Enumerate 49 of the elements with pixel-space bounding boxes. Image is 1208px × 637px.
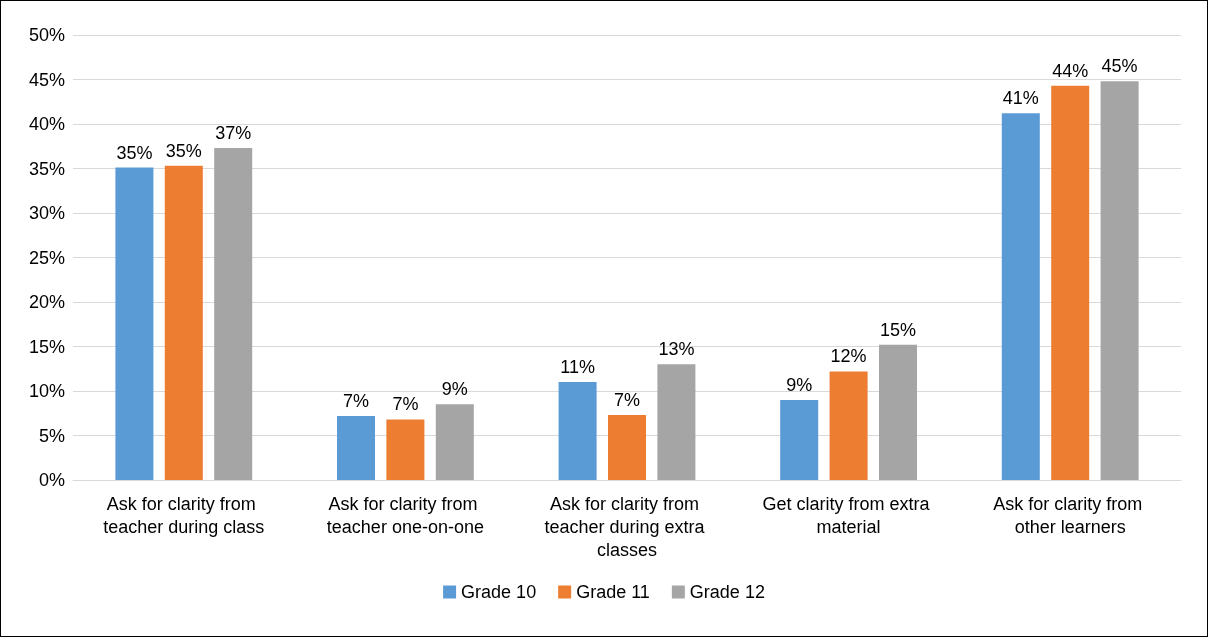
data-label: 41%	[1002, 88, 1039, 109]
bar	[1001, 113, 1040, 480]
y-tick-label: 10%	[28, 381, 65, 401]
bar	[879, 344, 917, 480]
bar	[435, 404, 474, 480]
y-tick-label: 35%	[28, 158, 65, 179]
x-tick-label: Ask for clarity from teacher one-on-one	[326, 493, 484, 537]
data-label: 7%	[392, 394, 419, 415]
bar	[337, 415, 375, 480]
data-label: 9%	[786, 374, 813, 395]
x-tick-label: Ask for clarity from teacher during extra classes	[544, 493, 710, 560]
y-tick-label: 45%	[28, 69, 65, 90]
y-tick-label: 5%	[38, 425, 65, 446]
y-tick-label: 25%	[28, 247, 65, 268]
data-label: 11%	[560, 357, 595, 378]
y-tick-label: 50%	[28, 25, 65, 45]
data-label: 44%	[1052, 60, 1089, 81]
bar	[1051, 85, 1090, 480]
bar	[1100, 81, 1139, 480]
y-tick-label: 30%	[28, 203, 65, 223]
bar	[386, 419, 425, 480]
bar	[164, 165, 203, 480]
bar	[115, 167, 154, 480]
data-label: 15%	[879, 319, 917, 340]
bar	[558, 382, 597, 480]
bar	[829, 371, 868, 480]
bar	[780, 399, 819, 480]
data-label: 7%	[613, 390, 641, 411]
y-tick-label: 15%	[28, 336, 65, 357]
data-label: 9%	[441, 379, 468, 400]
data-label: 45%	[1101, 56, 1138, 77]
x-tick-label: Get clarity from extra material	[762, 493, 935, 537]
bar	[657, 364, 696, 480]
y-tick-label: 0%	[38, 470, 65, 490]
bar	[608, 415, 646, 480]
data-label: 12%	[830, 346, 867, 367]
y-tick-label: 40%	[28, 114, 65, 134]
data-label: 35%	[116, 142, 153, 163]
data-label: 35%	[165, 140, 202, 161]
data-label: 13%	[658, 339, 695, 360]
legend-label: Grade 10	[461, 582, 537, 602]
bar	[214, 148, 253, 480]
y-tick-label: 20%	[28, 292, 65, 312]
data-label: 7%	[342, 390, 370, 411]
x-tick-label: Ask for clarity from other learners	[993, 493, 1148, 537]
legend-label: Grade 11	[576, 582, 650, 602]
data-label: 37%	[215, 123, 252, 144]
x-tick-label: Ask for clarity from teacher during class	[103, 493, 265, 537]
legend-label: Grade 12	[689, 582, 765, 602]
